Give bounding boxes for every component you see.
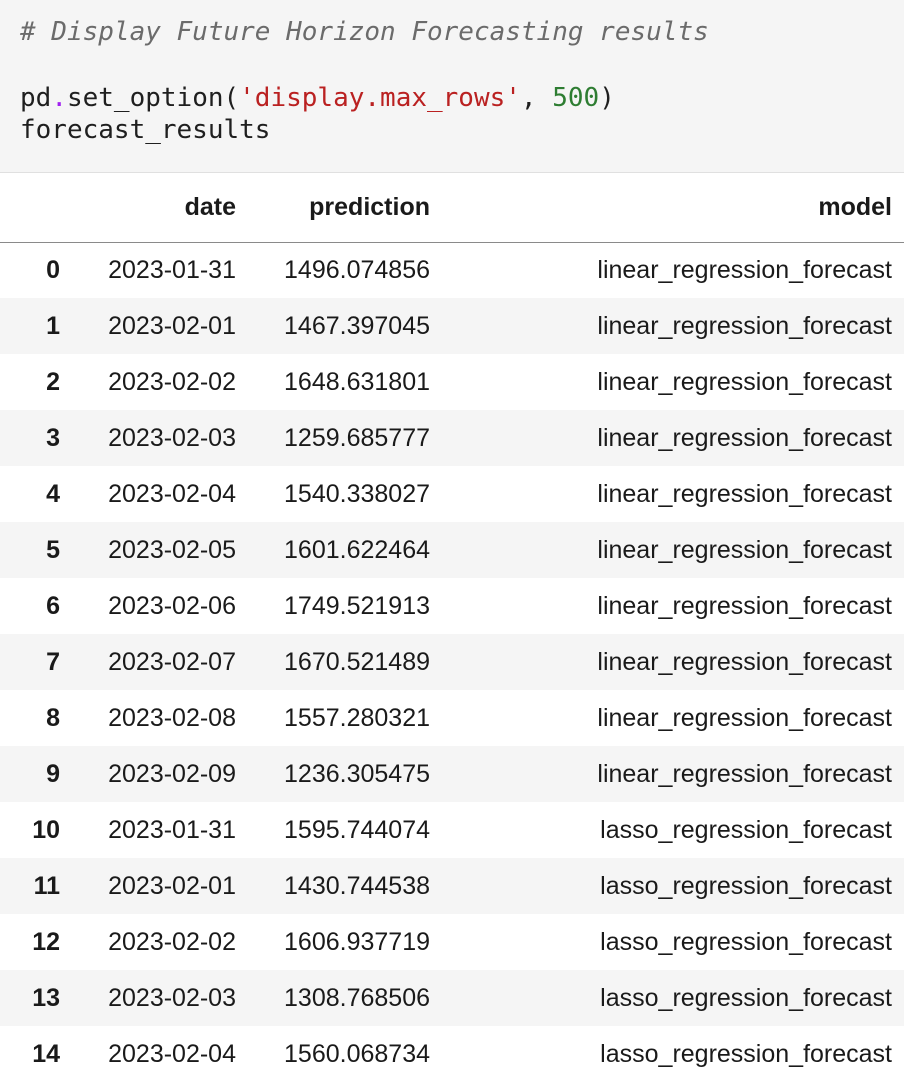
date-cell: 2023-02-02: [108, 927, 236, 956]
model-cell: linear_regression_forecast: [597, 703, 892, 732]
table-body: 0 2023-01-31 1496.074856 linear_regression_…: [0, 242, 904, 1082]
model-cell: linear_regression_forecast: [597, 759, 892, 788]
prediction-cell: 1236.305475: [284, 759, 430, 788]
table-row: 4 2023-02-04 1540.338027 linear_regression_…: [0, 466, 904, 522]
prediction-cell: 1308.768506: [284, 983, 430, 1012]
date-cell: 2023-02-02: [108, 367, 236, 396]
date-cell: 2023-02-04: [108, 479, 236, 508]
model-cell: lasso_regression_forecast: [600, 983, 892, 1012]
date-cell: 2023-01-31: [108, 255, 236, 284]
row-index: 12: [32, 927, 60, 956]
table-row: 10 2023-01-31 1595.744074 lasso_regression_…: [0, 802, 904, 858]
row-index: 8: [46, 703, 60, 732]
code-variable-line: forecast_results: [20, 114, 270, 146]
code-function: set_option(: [66, 83, 240, 113]
model-cell: linear_regression_forecast: [597, 535, 892, 564]
table-row: 1 2023-02-01 1467.397045 linear_regression_…: [0, 298, 904, 354]
prediction-cell: 1560.068734: [284, 1039, 430, 1068]
row-index: 3: [46, 423, 60, 452]
model-cell: linear_regression_forecast: [597, 647, 892, 676]
code-cell[interactable]: # Display Future Horizon Forecasting res…: [0, 0, 904, 173]
row-index: 7: [46, 647, 60, 676]
prediction-cell: 1496.074856: [284, 255, 430, 284]
prediction-cell: 1648.631801: [284, 367, 430, 396]
cell-output: date prediction model 0 2023-01-31 1496.07…: [0, 174, 904, 1082]
model-cell: lasso_regression_forecast: [600, 1039, 892, 1068]
row-index: 5: [46, 535, 60, 564]
prediction-cell: 1749.521913: [284, 591, 430, 620]
date-cell: 2023-02-07: [108, 647, 236, 676]
model-cell: linear_regression_forecast: [597, 311, 892, 340]
row-index: 13: [32, 983, 60, 1012]
code-separator: ,: [520, 83, 553, 113]
prediction-cell: 1670.521489: [284, 647, 430, 676]
column-header-date: date: [184, 193, 236, 222]
prediction-cell: 1467.397045: [284, 311, 430, 340]
table-row: 13 2023-02-03 1308.768506 lasso_regression_…: [0, 970, 904, 1026]
code-variable: forecast_results: [20, 115, 271, 145]
date-cell: 2023-02-04: [108, 1039, 236, 1068]
model-cell: linear_regression_forecast: [597, 591, 892, 620]
date-cell: 2023-02-03: [108, 423, 236, 452]
row-index: 2: [46, 367, 60, 396]
row-index: 1: [46, 311, 60, 340]
prediction-cell: 1595.744074: [284, 815, 430, 844]
code-object: pd: [20, 83, 52, 113]
code-comment-line: # Display Future Horizon Forecasting res…: [20, 16, 709, 48]
code-set-option-line: pd.set_option('display.max_rows', 500): [20, 82, 615, 114]
prediction-cell: 1557.280321: [284, 703, 430, 732]
row-index: 6: [46, 591, 60, 620]
date-cell: 2023-02-01: [108, 311, 236, 340]
table-row: 8 2023-02-08 1557.280321 linear_regression_…: [0, 690, 904, 746]
table-row: 0 2023-01-31 1496.074856 linear_regression_…: [0, 242, 904, 298]
date-cell: 2023-01-31: [108, 815, 236, 844]
table-row: 9 2023-02-09 1236.305475 linear_regression_…: [0, 746, 904, 802]
model-cell: linear_regression_forecast: [597, 423, 892, 452]
prediction-cell: 1430.744538: [284, 871, 430, 900]
row-index: 10: [32, 815, 60, 844]
model-cell: lasso_regression_forecast: [600, 815, 892, 844]
date-cell: 2023-02-09: [108, 759, 236, 788]
code-number-arg: 500: [552, 83, 600, 113]
date-cell: 2023-02-03: [108, 983, 236, 1012]
table-row: 14 2023-02-04 1560.068734 lasso_regression_…: [0, 1026, 904, 1082]
model-cell: linear_regression_forecast: [597, 479, 892, 508]
table-row: 6 2023-02-06 1749.521913 linear_regression_…: [0, 578, 904, 634]
prediction-cell: 1606.937719: [284, 927, 430, 956]
row-index: 11: [33, 871, 60, 900]
prediction-cell: 1259.685777: [284, 423, 430, 452]
code-string-arg: 'display.max_rows': [239, 83, 521, 113]
model-cell: lasso_regression_forecast: [600, 927, 892, 956]
row-index: 9: [46, 759, 60, 788]
date-cell: 2023-02-08: [108, 703, 236, 732]
date-cell: 2023-02-06: [108, 591, 236, 620]
column-header-prediction: prediction: [309, 193, 430, 222]
table-row: 7 2023-02-07 1670.521489 linear_regression_…: [0, 634, 904, 690]
table-row: 3 2023-02-03 1259.685777 linear_regression_…: [0, 410, 904, 466]
dataframe-table: date prediction model 0 2023-01-31 1496.07…: [0, 174, 904, 1082]
column-header-model: model: [818, 193, 892, 222]
column-header-index: [0, 174, 72, 242]
table-row: 5 2023-02-05 1601.622464 linear_regression_…: [0, 522, 904, 578]
table-row: 2 2023-02-02 1648.631801 linear_regression_…: [0, 354, 904, 410]
date-cell: 2023-02-01: [108, 871, 236, 900]
table-row: 11 2023-02-01 1430.744538 lasso_regression_…: [0, 858, 904, 914]
code-comment: # Display Future Horizon Forecasting res…: [20, 17, 709, 47]
row-index: 0: [46, 255, 60, 284]
row-index: 4: [46, 479, 60, 508]
code-close-paren: ): [599, 83, 615, 113]
row-index: 14: [32, 1039, 60, 1068]
table-header-row: date prediction model: [0, 174, 904, 242]
model-cell: linear_regression_forecast: [597, 367, 892, 396]
model-cell: linear_regression_forecast: [597, 255, 892, 284]
date-cell: 2023-02-05: [108, 535, 236, 564]
prediction-cell: 1601.622464: [284, 535, 430, 564]
table-row: 12 2023-02-02 1606.937719 lasso_regression_…: [0, 914, 904, 970]
model-cell: lasso_regression_forecast: [600, 871, 892, 900]
prediction-cell: 1540.338027: [284, 479, 430, 508]
code-dot-operator: .: [51, 83, 67, 113]
